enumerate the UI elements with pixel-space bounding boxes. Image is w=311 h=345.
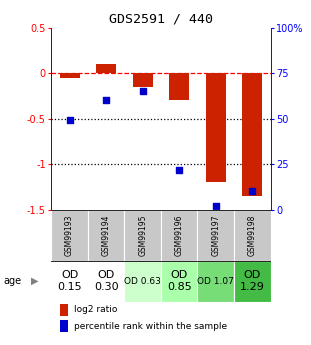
Text: GSM99198: GSM99198: [248, 215, 257, 256]
Bar: [88, 261, 124, 302]
Bar: [88, 209, 124, 261]
Bar: [96, 64, 116, 73]
Point: [177, 167, 182, 172]
Bar: [161, 261, 197, 302]
Bar: [169, 73, 189, 100]
Bar: [242, 73, 262, 196]
Bar: [51, 209, 88, 261]
Text: log2 ratio: log2 ratio: [74, 305, 118, 314]
Bar: [59, 73, 80, 78]
Text: GSM99197: GSM99197: [211, 214, 220, 256]
Text: percentile rank within the sample: percentile rank within the sample: [74, 322, 227, 331]
Bar: [206, 73, 226, 182]
Bar: [197, 261, 234, 302]
Text: OD 0.63: OD 0.63: [124, 277, 161, 286]
Bar: [197, 209, 234, 261]
Title: GDS2591 / 440: GDS2591 / 440: [109, 12, 213, 25]
Text: GSM99195: GSM99195: [138, 214, 147, 256]
Text: ▶: ▶: [31, 276, 39, 286]
Text: GSM99196: GSM99196: [175, 214, 184, 256]
Bar: [124, 209, 161, 261]
Point: [213, 203, 218, 209]
Bar: [51, 261, 88, 302]
Text: OD
0.15: OD 0.15: [57, 270, 82, 292]
Bar: [234, 209, 271, 261]
Point: [104, 98, 109, 103]
Bar: [124, 261, 161, 302]
Text: age: age: [3, 276, 21, 286]
Text: OD
0.30: OD 0.30: [94, 270, 118, 292]
Text: OD
0.85: OD 0.85: [167, 270, 192, 292]
Point: [67, 118, 72, 123]
Text: GSM99193: GSM99193: [65, 214, 74, 256]
Point: [250, 189, 255, 194]
Point: [140, 89, 145, 94]
Bar: [60, 304, 68, 316]
Text: OD
1.29: OD 1.29: [240, 270, 265, 292]
Bar: [234, 261, 271, 302]
Bar: [161, 209, 197, 261]
Text: GSM99194: GSM99194: [102, 214, 111, 256]
Bar: [132, 73, 153, 87]
Bar: [60, 321, 68, 332]
Text: OD 1.07: OD 1.07: [197, 277, 234, 286]
